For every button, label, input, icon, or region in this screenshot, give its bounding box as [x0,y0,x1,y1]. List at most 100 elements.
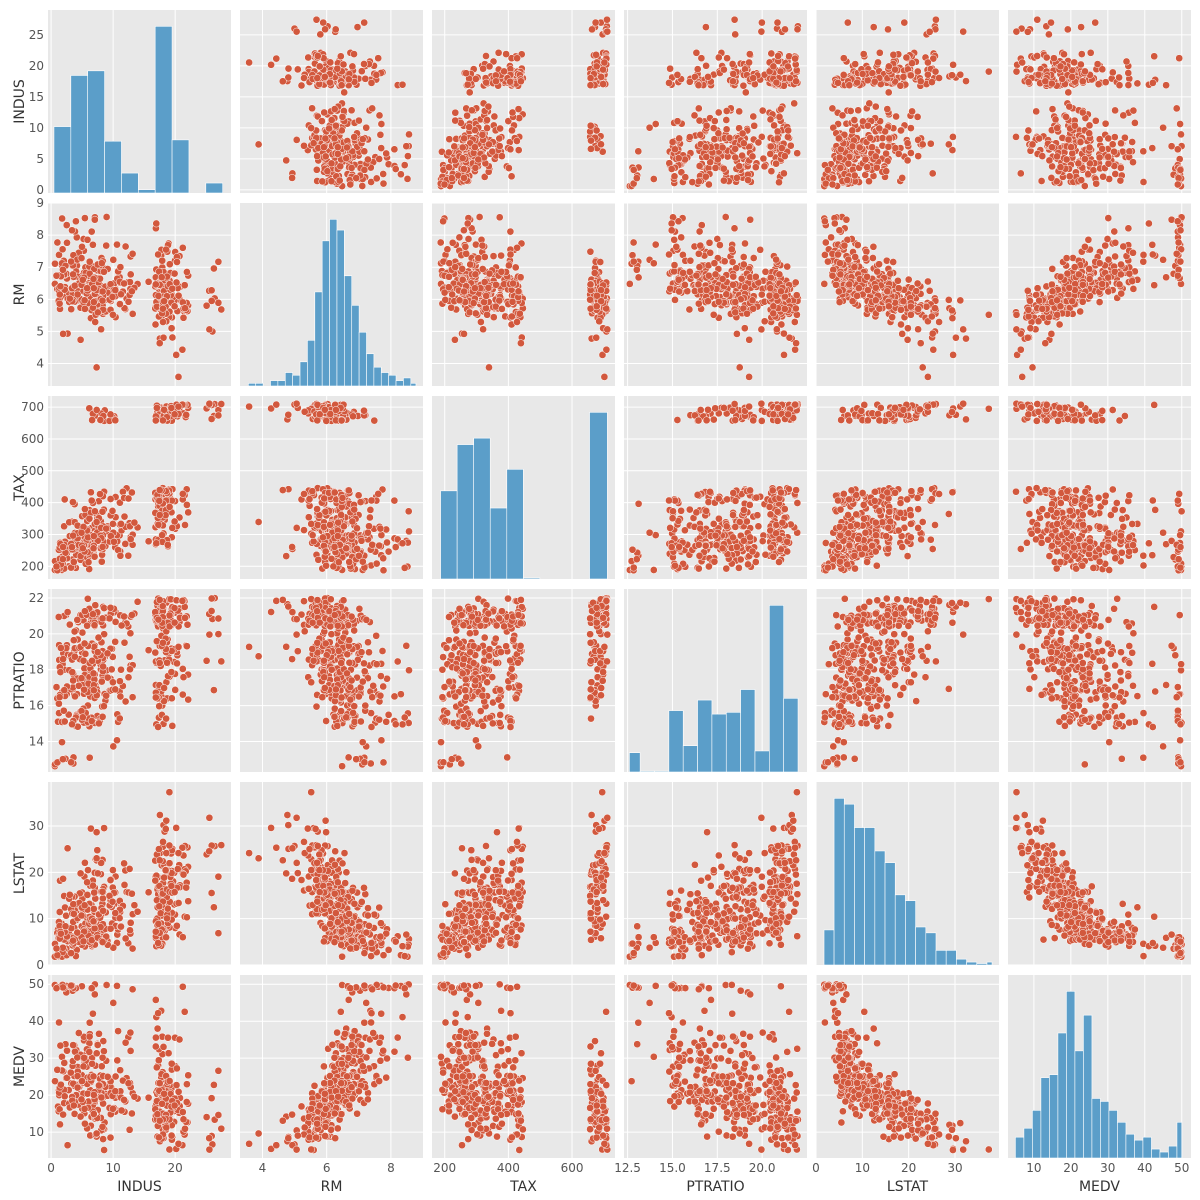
scatter-point [716,241,724,249]
hist-bar [307,340,316,387]
scatter-point [632,265,641,274]
scatter-point [685,305,694,314]
scatter-point [1048,287,1057,296]
scatter-point [632,174,641,182]
scatter-point [908,107,916,116]
scatter-point [1162,273,1170,282]
scatter-point [745,58,753,67]
scatter-point [1159,255,1167,264]
scatter-point [1115,280,1124,289]
scatter-point [791,54,799,63]
scatter-point [1117,260,1125,269]
scatter-point [882,167,891,176]
scatter-point [445,135,454,144]
scatter-point [1023,27,1032,36]
scatter-point [784,133,792,141]
scatter-point [300,141,308,150]
scatter-point [599,80,607,88]
scatter-point [500,67,508,76]
scatter-point [871,102,880,111]
scatter-point [824,166,832,174]
scatter-point [738,129,747,138]
scatter-point [769,302,778,311]
scatter-point [792,339,800,348]
scatter-point [851,253,860,261]
scatter-point [514,287,523,296]
hist-bar [248,383,257,387]
scatter-point [59,555,67,564]
scatter-point [701,143,710,152]
scatter-point [693,65,702,74]
scatter-point [1026,65,1035,74]
scatter-point [899,297,908,306]
scatter-point [444,283,453,292]
panel-rm-vs-indus [48,202,231,386]
scatter-point [1045,156,1054,165]
scatter-point [928,312,936,321]
scatter-point [673,71,682,79]
scatter-point [685,77,694,86]
scatter-point [73,290,82,299]
scatter-point [711,164,720,172]
scatter-point [517,339,525,348]
scatter-point [721,213,730,221]
scatter-point [948,71,956,80]
scatter-point [477,318,485,326]
scatter-point [745,373,753,381]
panel-rm-vs-rm [240,203,423,387]
scatter-point [739,81,748,90]
scatter-point [882,256,891,265]
scatter-point [730,224,739,233]
scatter-point [705,180,713,189]
scatter-point [749,112,758,121]
scatter-point [674,217,683,226]
scatter-point [297,81,306,90]
scatter-point [1035,296,1044,305]
scatter-point [903,139,912,148]
scatter-point [670,235,679,244]
scatter-point [1035,134,1044,143]
scatter-point [1056,163,1065,172]
scatter-point [65,294,74,303]
hist-bar [321,240,330,387]
scatter-point [701,172,710,181]
scatter-point [1091,18,1100,27]
scatter-point [741,283,749,292]
scatter-point [820,280,829,288]
scatter-point [178,243,187,252]
scatter-point [1098,280,1107,288]
scatter-point [677,233,686,242]
scatter-point [458,154,467,163]
scatter-point [835,226,844,235]
scatter-point [1018,373,1027,381]
scatter-point [870,77,879,86]
scatter-point [875,304,884,313]
scatter-point [471,75,480,83]
scatter-point [792,291,801,300]
scatter-point [108,293,117,301]
scatter-point [836,259,844,268]
scatter-point [894,150,903,158]
scatter-point [886,269,895,278]
scatter-point [751,163,760,172]
scatter-point [1108,68,1117,77]
scatter-point [744,176,752,184]
scatter-point [863,76,872,85]
scatter-point [845,280,854,289]
scatter-point [490,112,499,121]
scatter-point [460,174,468,182]
scatter-point [1048,265,1057,273]
scatter-point [1081,155,1089,163]
hist-bar [138,189,156,194]
scatter-point [851,60,860,68]
scatter-point [914,305,923,313]
scatter-point [1016,345,1025,354]
scatter-point [1070,121,1079,130]
scatter-point [516,273,525,282]
scatter-point [1056,272,1065,281]
scatter-point [84,558,93,567]
scatter-point [869,242,878,251]
scatter-point [508,126,516,135]
scatter-point [1012,27,1021,36]
scatter-point [1129,158,1137,167]
